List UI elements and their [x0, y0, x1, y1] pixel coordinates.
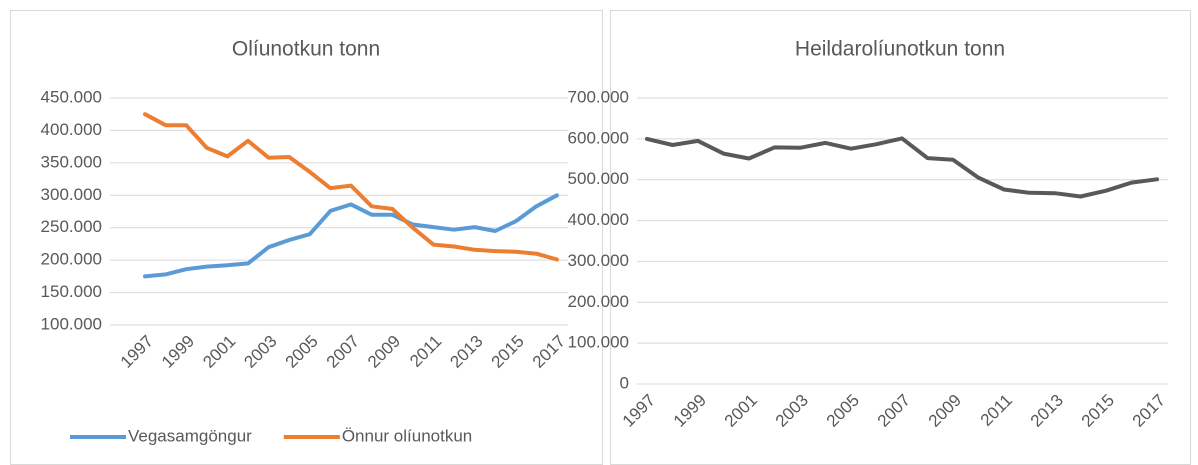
x-tick-label: 1999: [670, 391, 710, 431]
y-tick-label: 200.000: [41, 250, 102, 269]
x-tick-label: 1997: [619, 391, 659, 431]
line-series: [143, 112, 559, 262]
x-tick-label: 1999: [158, 332, 198, 372]
y-tick-label: 300.000: [568, 251, 629, 270]
y-tick-label: 400.000: [568, 210, 629, 229]
y-tick-label: 700.000: [568, 87, 629, 106]
y-tick-label: 100.000: [41, 314, 102, 333]
x-tick-label: 2003: [772, 391, 812, 431]
legend-label: Vegasamgöngur: [128, 426, 252, 445]
x-tick-label: 2005: [823, 391, 863, 431]
x-tick-label: 2005: [282, 332, 322, 372]
x-tick-label: 2007: [874, 391, 914, 431]
chart-title: Heildarolíunotkun tonn: [795, 38, 1005, 61]
x-tick-label: 1997: [117, 332, 157, 372]
x-tick-label: 2001: [721, 391, 761, 431]
x-tick-label: 2009: [364, 332, 404, 372]
y-tick-label: 400.000: [41, 120, 102, 139]
x-tick-label: 2011: [977, 391, 1016, 430]
y-tick-label: 0: [620, 373, 629, 392]
chart-title: Olíunotkun tonn: [232, 38, 380, 61]
x-tick-label: 2017: [529, 332, 569, 372]
y-tick-label: 350.000: [41, 152, 102, 171]
x-tick-label: 2015: [1078, 391, 1118, 431]
line-series: [645, 136, 1159, 199]
x-tick-label: 2009: [925, 391, 965, 431]
x-tick-label: 2001: [199, 332, 239, 372]
y-tick-label: 250.000: [41, 217, 102, 236]
y-tick-label: 300.000: [41, 185, 102, 204]
y-tick-label: 450.000: [41, 87, 102, 106]
x-tick-label: 2017: [1129, 391, 1169, 431]
y-tick-label: 150.000: [41, 282, 102, 301]
x-tick-label: 2013: [446, 332, 486, 372]
panel-border: [10, 10, 603, 465]
x-tick-label: 2013: [1027, 391, 1067, 431]
line-series: [143, 193, 559, 279]
x-tick-label: 2003: [240, 332, 280, 372]
legend-label: Önnur olíunotkun: [342, 426, 472, 445]
y-tick-label: 100.000: [568, 333, 629, 352]
x-tick-label: 2011: [406, 332, 445, 371]
y-tick-label: 500.000: [568, 169, 629, 188]
x-tick-label: 2015: [488, 332, 528, 372]
y-tick-label: 600.000: [568, 128, 629, 147]
y-tick-label: 200.000: [568, 292, 629, 311]
x-tick-label: 2007: [323, 332, 363, 372]
